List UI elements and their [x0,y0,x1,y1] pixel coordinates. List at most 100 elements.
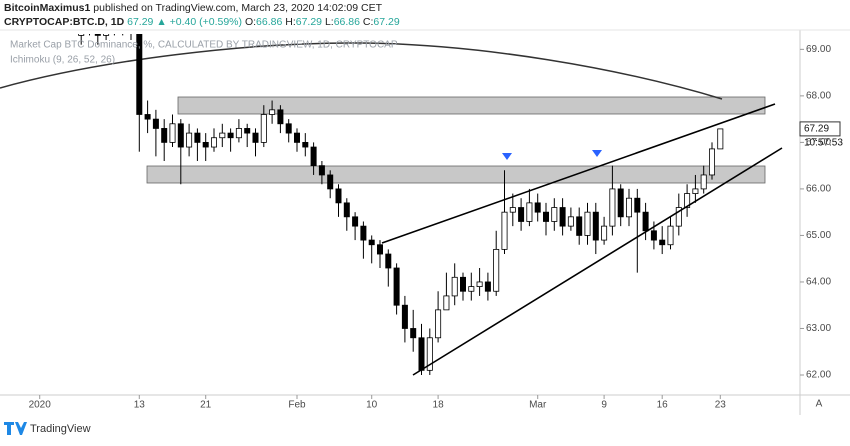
candle-body [293,132,300,143]
y-tick-label: 62.00 [806,370,831,381]
moving-average [0,42,723,100]
h: H: [285,16,296,28]
candle-body [518,207,525,222]
candle-body [584,211,591,236]
x-tick-label: Mar [529,400,547,411]
wedge-lower [412,147,783,376]
y-tick-label: 69.00 [806,44,831,55]
candle-body [684,193,691,208]
y-tick-label: 67.00 [806,137,831,148]
candle-body [426,337,433,371]
countdown: 10:57:53 [804,138,843,149]
chart-subtitle: Ichimoku (9, 26, 52, 26) [10,55,115,66]
candle-body [352,216,359,227]
candle-body [709,148,716,176]
candle-body [642,211,649,232]
candle-body [626,197,633,218]
candle-body [410,328,417,339]
l: L: [325,16,334,28]
candle-body [285,123,292,134]
y-tick-label: 64.00 [806,277,831,288]
candle-body [310,146,317,167]
candle-body [576,216,583,236]
plot-area [0,34,783,376]
last: 67.29 [127,16,153,28]
candle-body [435,309,442,339]
candle-body [692,188,699,194]
candle-body [634,197,641,213]
y-tick-label: 65.00 [806,230,831,241]
published: published on TradingView.com, March 23, … [93,2,382,14]
candle-body [161,128,168,143]
brand: TradingView [4,422,91,435]
symbol: CRYPTOCAP:BTC.D, 1D [4,16,125,28]
candle-body [700,174,707,190]
y-tick-label: 63.00 [806,323,831,334]
last-price: 67.29 [804,124,829,135]
candle-body [94,34,101,36]
auto-scale-label[interactable]: A [816,399,823,410]
header-line-1: BitcoinMaximus1 published on TradingView… [4,2,383,14]
candle-body [252,132,259,143]
candle-body [360,225,367,241]
c-val: 67.29 [373,16,399,28]
c: C: [363,16,374,28]
candle-body [244,128,251,134]
marker-arrow [502,153,512,160]
candle-body [534,202,541,213]
candle-body [501,211,508,250]
chart-title: Market Cap BTC Dominance, %, CALCULATED … [10,40,398,51]
candle-body [393,267,400,306]
o-val: 66.86 [256,16,282,28]
y-tick-label: 66.00 [806,184,831,195]
candle-body [144,114,151,120]
marker-arrow [592,150,602,157]
candle-body [136,34,143,115]
candle-body [451,276,458,297]
candle-body [152,118,159,129]
candle-body [675,207,682,227]
candle-body [418,337,425,371]
candle-body [717,128,724,150]
candle-body [650,230,657,241]
candle-body [343,202,350,218]
candle-body [459,276,466,292]
x-tick-label: 2020 [29,400,52,411]
candle-body [194,132,201,143]
change: ▲ +0.40 (+0.59%) [156,16,242,28]
candle-body [559,207,566,227]
h-val: 67.29 [296,16,322,28]
candle-body [269,109,276,115]
candle-body [509,207,516,213]
candle-body [210,137,217,148]
candles [78,34,724,375]
x-tick-label: 16 [657,400,669,411]
auto-scale-button[interactable] [811,396,827,412]
candle-body [219,132,226,139]
candle-body [277,109,284,125]
candle-body [103,34,110,36]
candle-body [78,34,85,36]
candle-body [401,304,408,329]
candle-body [609,188,616,227]
candle-body [617,188,624,218]
resistance-zone [177,96,766,115]
candle-body [443,295,450,311]
candle-body [385,253,392,269]
x-tick-label: 21 [200,400,212,411]
candle-body [468,286,475,292]
candle-body [202,141,209,148]
candle-body [476,281,483,288]
candle-body [177,123,184,148]
wedge-upper [381,103,776,244]
candle-body [227,132,234,139]
candle-body [260,114,267,143]
author: BitcoinMaximus1 [4,2,91,14]
candle-body [335,188,342,204]
o: O: [245,16,256,28]
candle-body [318,165,325,176]
candle-body [567,216,574,227]
candle-body [667,225,674,246]
